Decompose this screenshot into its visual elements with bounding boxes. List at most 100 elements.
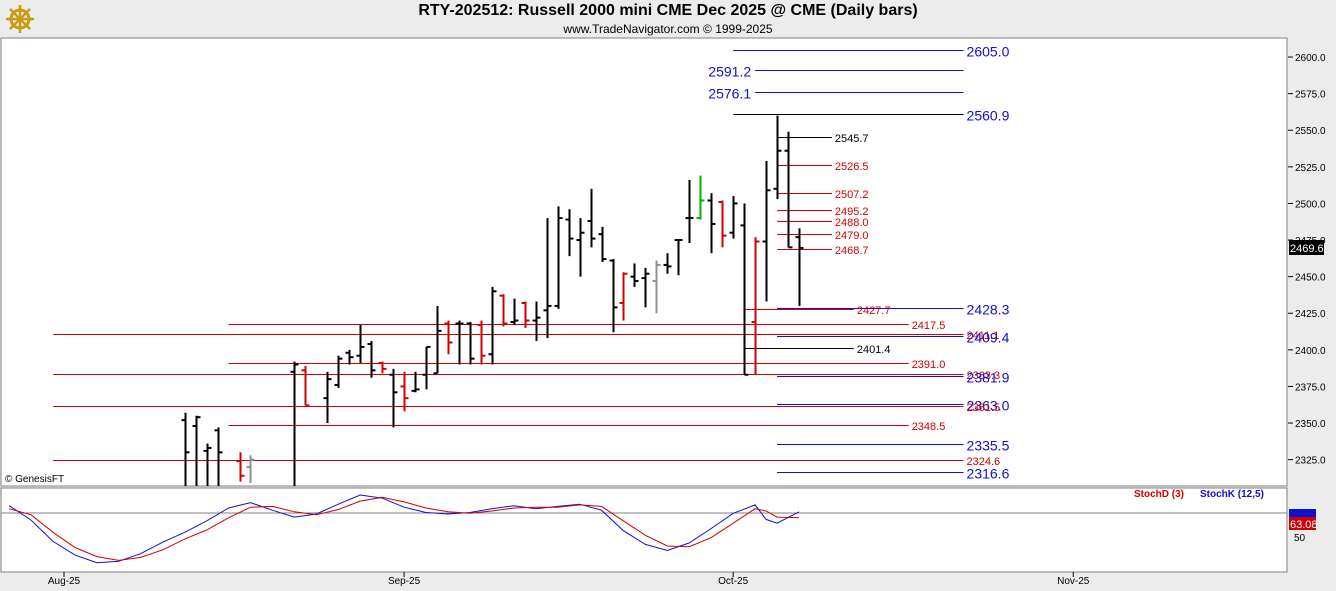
date-axis: Aug-25 Sep-25 Oct-25 Nov-25 (48, 572, 1090, 587)
ohlc-bar-0 (181, 412, 190, 486)
ohlc-bar-36 (630, 263, 639, 287)
stochk-legend: StochK (12,5) (1200, 489, 1264, 500)
date-label-2: Oct-25 (718, 576, 748, 587)
ohlc-bar-14 (389, 368, 398, 428)
stoch-axis-tick: 50 (1294, 533, 1306, 544)
level-lines: 2605.0 2591.2 2576.1 2560.9 2545.7 2526.5 2507… (53, 44, 1010, 482)
ohlc-bar-17 (422, 345, 431, 390)
chart-title: RTY-202512: Russell 2000 mini CME Dec 20… (418, 2, 918, 19)
ohlc-bar-5 (246, 455, 255, 484)
ohlc-bar-25 (510, 298, 519, 325)
level-label-2: 2576.1 (708, 86, 751, 102)
stochd-legend: StochD (3) (1134, 489, 1184, 500)
stoch-value-box-red (1289, 517, 1316, 530)
last-price-box (1289, 240, 1324, 255)
ohlc-bar-49 (773, 115, 782, 200)
ohlc-bar-42 (696, 175, 705, 220)
ohlc-bar-20 (455, 320, 464, 365)
price-tick-label-10: 2350.0 (1295, 419, 1326, 430)
ohlc-bar-43 (707, 193, 716, 254)
date-label-1: Sep-25 (388, 576, 421, 587)
price-tick-label-11: 2325.0 (1295, 456, 1326, 467)
ohlc-bar-8 (323, 371, 332, 424)
genesis-watermark: © GenesisFT (5, 474, 65, 485)
ohlc-bar-9 (334, 355, 343, 388)
level-label-5: 2526.5 (835, 161, 869, 173)
ohlc-bar-48 (762, 160, 771, 302)
level-label-6: 2507.2 (835, 189, 869, 201)
price-tick-label-9: 2375.0 (1295, 382, 1326, 393)
level-label-17: 2391.0 (912, 359, 946, 371)
level-label-9: 2479.0 (835, 230, 869, 242)
ohlc-bar-45 (729, 196, 738, 239)
ohlc-bar-3 (214, 427, 223, 486)
level-label-16: 2401.4 (857, 344, 891, 356)
ohlc-bar-18 (433, 305, 442, 375)
level-label-10: 2468.7 (835, 245, 869, 257)
ohlc-bars (181, 115, 804, 486)
stochastic-lines (8, 494, 800, 564)
stoch-value-marker: 63.08 50 (1289, 509, 1318, 544)
stoch-value-box-blue (1289, 509, 1316, 518)
ohlc-bar-44 (718, 200, 727, 248)
ohlc-bar-10 (345, 349, 354, 365)
ohlc-bar-16 (411, 371, 420, 393)
ohlc-bar-27 (532, 301, 541, 342)
chart-subtitle: www.TradeNavigator.com © 1999-2025 (563, 22, 773, 36)
ohlc-bar-47 (751, 237, 760, 375)
ohlc-bar-46 (740, 203, 749, 376)
level-label-7: 2495.2 (835, 206, 869, 218)
last-price-label: 2469.6 (1290, 243, 1324, 255)
ohlc-bar-15 (400, 371, 409, 412)
price-panel (0, 37, 1288, 487)
level-label-19: 2381.9 (967, 370, 1010, 386)
ohlc-bar-29 (554, 206, 563, 309)
indicator-panel (0, 487, 1288, 573)
price-tick-label-8: 2400.0 (1295, 346, 1326, 357)
level-label-23: 2335.5 (967, 438, 1010, 454)
level-label-15: 2409.4 (967, 330, 1010, 346)
date-label-0: Aug-25 (48, 576, 81, 587)
ohlc-bar-26 (521, 301, 530, 328)
ohlc-bar-4 (236, 452, 245, 482)
price-tick-label-4: 2500.0 (1295, 199, 1326, 210)
ohlc-bar-19 (444, 320, 453, 355)
stoch-value-label: 63.08 (1290, 519, 1318, 531)
level-label-21: 2361.5 (967, 402, 1001, 414)
ohlc-bar-23 (488, 286, 497, 365)
ohlc-bar-12 (367, 341, 376, 378)
price-tick-label-2: 2550.0 (1295, 126, 1326, 137)
ohlc-bar-33 (598, 226, 607, 262)
level-label-1: 2591.2 (708, 64, 751, 80)
ship-wheel-logo-icon (6, 5, 34, 33)
date-label-3: Nov-25 (1057, 576, 1090, 587)
ohlc-bar-51 (795, 228, 804, 306)
ohlc-bar-37 (641, 267, 650, 308)
level-label-8: 2488.0 (835, 217, 869, 229)
ohlc-bar-41 (685, 180, 694, 243)
level-label-20: 2363.0 (967, 398, 1010, 414)
price-tick-label-7: 2425.0 (1295, 309, 1326, 320)
level-label-22: 2348.5 (912, 421, 946, 433)
ohlc-bar-2 (203, 443, 212, 486)
last-price-marker: 2469.6 (1289, 240, 1324, 255)
ohlc-bar-13 (378, 361, 387, 374)
level-label-24: 2324.6 (967, 456, 1001, 468)
ohlc-bar-38 (652, 260, 661, 314)
level-label-3: 2560.9 (967, 108, 1010, 124)
level-label-4: 2545.7 (835, 133, 869, 145)
ohlc-bar-50 (784, 131, 793, 249)
ohlc-bar-28 (543, 218, 552, 339)
level-label-13: 2417.5 (912, 320, 946, 332)
level-label-25: 2316.6 (967, 466, 1010, 482)
ohlc-bar-32 (587, 188, 596, 248)
ohlc-bar-40 (674, 239, 683, 276)
ohlc-bar-7 (301, 365, 310, 407)
price-tick-label-3: 2525.0 (1295, 163, 1326, 174)
title-bar: RTY-202512: Russell 2000 mini CME Dec 20… (0, 0, 1336, 38)
ohlc-bar-31 (576, 218, 585, 277)
ohlc-bar-30 (565, 209, 574, 257)
ohlc-bar-21 (466, 322, 475, 365)
price-tick-label-6: 2450.0 (1295, 273, 1326, 284)
